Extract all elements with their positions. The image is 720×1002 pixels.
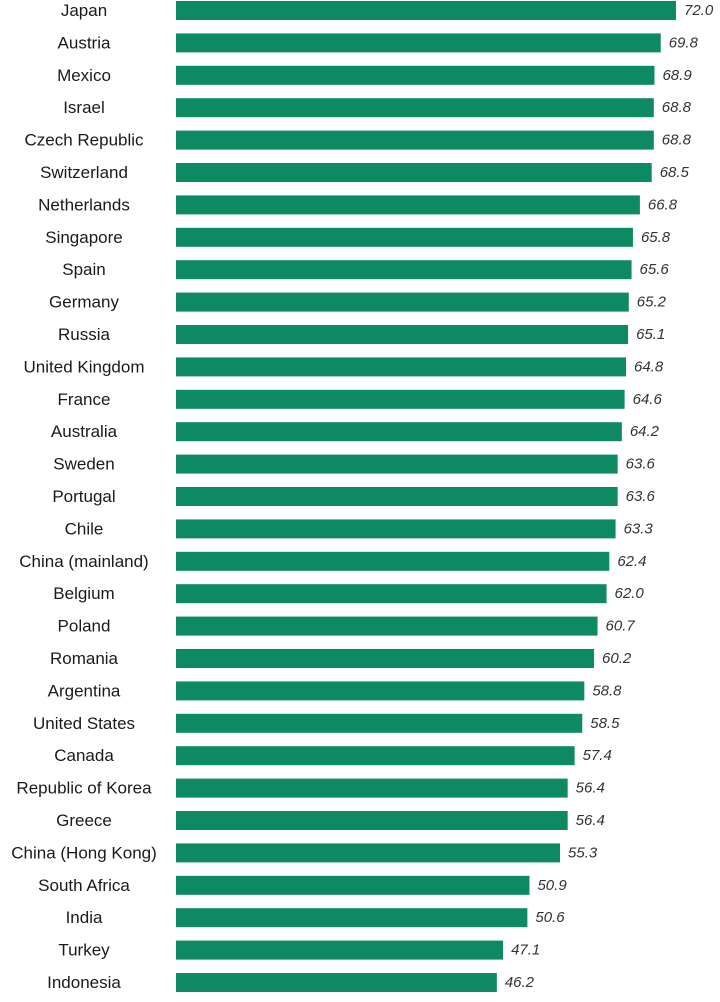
category-label: United States <box>33 714 135 733</box>
value-label: 65.6 <box>640 261 670 278</box>
bar <box>176 422 622 442</box>
bar <box>176 130 654 150</box>
value-label: 63.6 <box>626 456 656 473</box>
bar <box>176 1 676 20</box>
value-label: 68.9 <box>662 67 692 84</box>
value-label: 60.7 <box>606 618 636 635</box>
value-label: 65.8 <box>641 229 671 246</box>
category-label: Australia <box>51 422 118 441</box>
category-label: Netherlands <box>38 195 130 214</box>
value-label: 58.8 <box>592 682 622 699</box>
value-labels: 72.0 69.8 68.9 68.8 68.8 68.5 66.8 65.8 65.6 65.2… <box>505 2 714 991</box>
value-label: 68.5 <box>660 164 690 181</box>
bar <box>176 260 632 280</box>
value-label: 50.6 <box>535 909 565 926</box>
bar <box>176 454 618 474</box>
value-label: 64.6 <box>633 391 663 408</box>
category-label: Israel <box>63 98 105 117</box>
category-label: South Africa <box>38 876 130 895</box>
value-label: 63.6 <box>626 488 656 505</box>
category-label: Singapore <box>45 228 123 247</box>
bar <box>176 357 626 377</box>
bar <box>176 681 585 701</box>
value-label: 46.2 <box>505 974 535 991</box>
category-label: India <box>66 908 103 927</box>
category-label: Portugal <box>52 487 115 506</box>
bar <box>176 519 616 539</box>
bars <box>176 1 676 992</box>
category-label: Russia <box>58 325 111 344</box>
value-label: 62.4 <box>617 553 646 570</box>
bar <box>176 487 618 506</box>
category-label: Sweden <box>53 455 114 474</box>
category-label: China (mainland) <box>19 552 148 571</box>
category-label: Republic of Korea <box>16 779 152 798</box>
category-labels: Japan Austria Mexico Israel Czech Republic Sw… <box>11 1 157 992</box>
category-label: United Kingdom <box>24 357 145 376</box>
bar <box>176 98 654 118</box>
bar <box>176 33 661 53</box>
bar <box>176 325 629 344</box>
value-label: 58.5 <box>590 715 620 732</box>
value-label: 68.8 <box>662 99 692 116</box>
category-label: Japan <box>61 1 107 20</box>
value-label: 69.8 <box>669 34 699 51</box>
bar <box>176 875 530 895</box>
value-label: 65.1 <box>636 326 665 343</box>
bar <box>176 65 655 85</box>
bar <box>176 973 497 992</box>
category-label: Indonesia <box>47 973 121 992</box>
value-label: 57.4 <box>583 747 612 764</box>
value-label: 55.3 <box>568 844 598 861</box>
category-label: Switzerland <box>40 163 128 182</box>
value-label: 63.3 <box>624 520 654 537</box>
bar <box>176 616 598 636</box>
bar <box>176 746 575 766</box>
category-label: Turkey <box>58 941 110 960</box>
value-label: 65.2 <box>637 294 667 311</box>
value-label: 56.4 <box>576 780 605 797</box>
value-label: 68.8 <box>662 132 692 149</box>
bar <box>176 649 595 668</box>
value-label: 72.0 <box>684 2 714 19</box>
category-label: Greece <box>56 811 112 830</box>
value-label: 56.4 <box>576 812 605 829</box>
category-label: Mexico <box>57 66 111 85</box>
category-label: Argentina <box>48 681 121 700</box>
category-label: China (Hong Kong) <box>11 843 157 862</box>
bar <box>176 163 652 182</box>
value-label: 50.9 <box>537 877 567 894</box>
category-label: Czech Republic <box>24 131 144 150</box>
category-label: Canada <box>54 746 114 765</box>
category-label: Chile <box>65 519 104 538</box>
bar <box>176 292 629 312</box>
bar <box>176 195 640 215</box>
category-label: Spain <box>62 260 105 279</box>
bar <box>176 843 561 863</box>
bar <box>176 778 568 798</box>
value-label: 64.2 <box>630 423 660 440</box>
bar <box>176 584 607 604</box>
category-label: Belgium <box>53 584 114 603</box>
bar <box>176 908 528 928</box>
bar <box>176 811 568 830</box>
category-label: Austria <box>58 33 111 52</box>
bar <box>176 227 633 247</box>
bar <box>176 713 583 733</box>
value-label: 60.2 <box>602 650 632 667</box>
value-label: 47.1 <box>511 942 540 959</box>
category-label: Romania <box>50 649 119 668</box>
bar <box>176 940 504 960</box>
category-label: Germany <box>49 293 119 312</box>
category-label: Poland <box>58 617 111 636</box>
category-label: France <box>58 390 111 409</box>
value-label: 64.8 <box>634 358 664 375</box>
bar <box>176 389 625 409</box>
value-label: 62.0 <box>615 585 645 602</box>
value-label: 66.8 <box>648 196 678 213</box>
bar <box>176 551 610 571</box>
